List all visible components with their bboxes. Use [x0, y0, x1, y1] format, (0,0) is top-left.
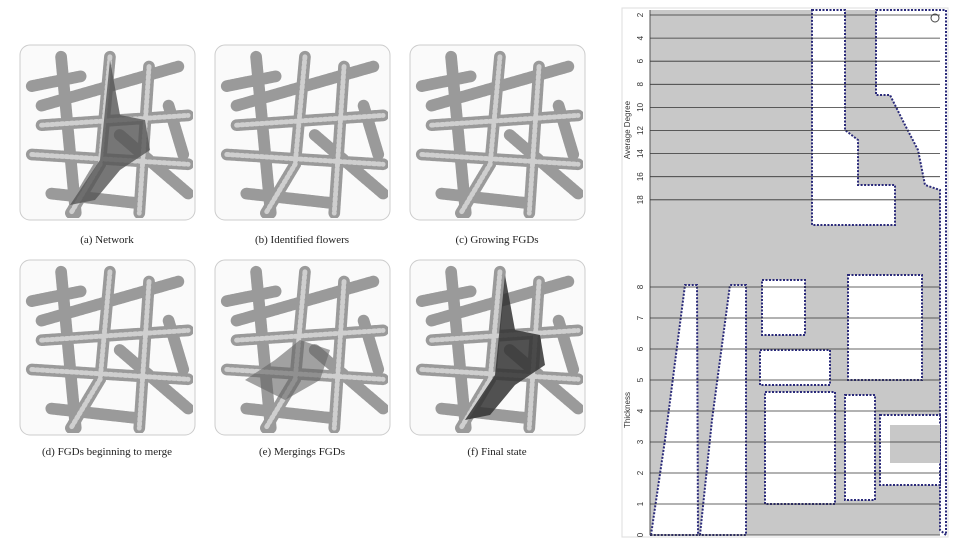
tick-label: 4 — [636, 408, 645, 413]
tick-label: 8 — [636, 284, 645, 289]
panel — [409, 259, 586, 436]
axis-label: Average Degree — [623, 100, 632, 159]
tick-label: 8 — [636, 82, 645, 87]
tick-label: 0 — [636, 532, 645, 537]
tick-label: 6 — [636, 58, 645, 63]
caption: (d) FGDs beginning to merge — [42, 446, 172, 458]
tick-label: 2 — [636, 12, 645, 17]
axis-label: Thickness — [623, 392, 632, 428]
tick-label: 16 — [636, 172, 645, 181]
phase-diagram: Average Degree Thickness 246810121416188… — [621, 7, 949, 538]
tick-label: 18 — [636, 195, 645, 204]
caption: (a) Network — [80, 234, 134, 246]
tick-label: 3 — [636, 439, 645, 444]
tick-label: 7 — [636, 315, 645, 320]
caption: (c) Growing FGDs — [455, 234, 538, 246]
caption: (e) Mergings FGDs — [259, 446, 345, 458]
panels: (a) Network (b) Identified flowers (c) G… — [19, 44, 586, 458]
panel — [214, 259, 391, 436]
caption: (b) Identified flowers — [255, 234, 349, 246]
tick-label: 10 — [636, 102, 645, 111]
caption: (f) Final state — [467, 446, 526, 458]
tick-label: 12 — [636, 126, 645, 135]
tick-label: 1 — [636, 501, 645, 506]
panel — [409, 44, 586, 221]
tick-label: 14 — [636, 149, 645, 158]
tick-label: 6 — [636, 346, 645, 351]
panel — [19, 259, 196, 436]
tick-label: 4 — [636, 35, 645, 40]
tick-label: 5 — [636, 377, 645, 382]
tick-label: 2 — [636, 470, 645, 475]
panel — [214, 44, 391, 221]
panel — [19, 44, 196, 221]
